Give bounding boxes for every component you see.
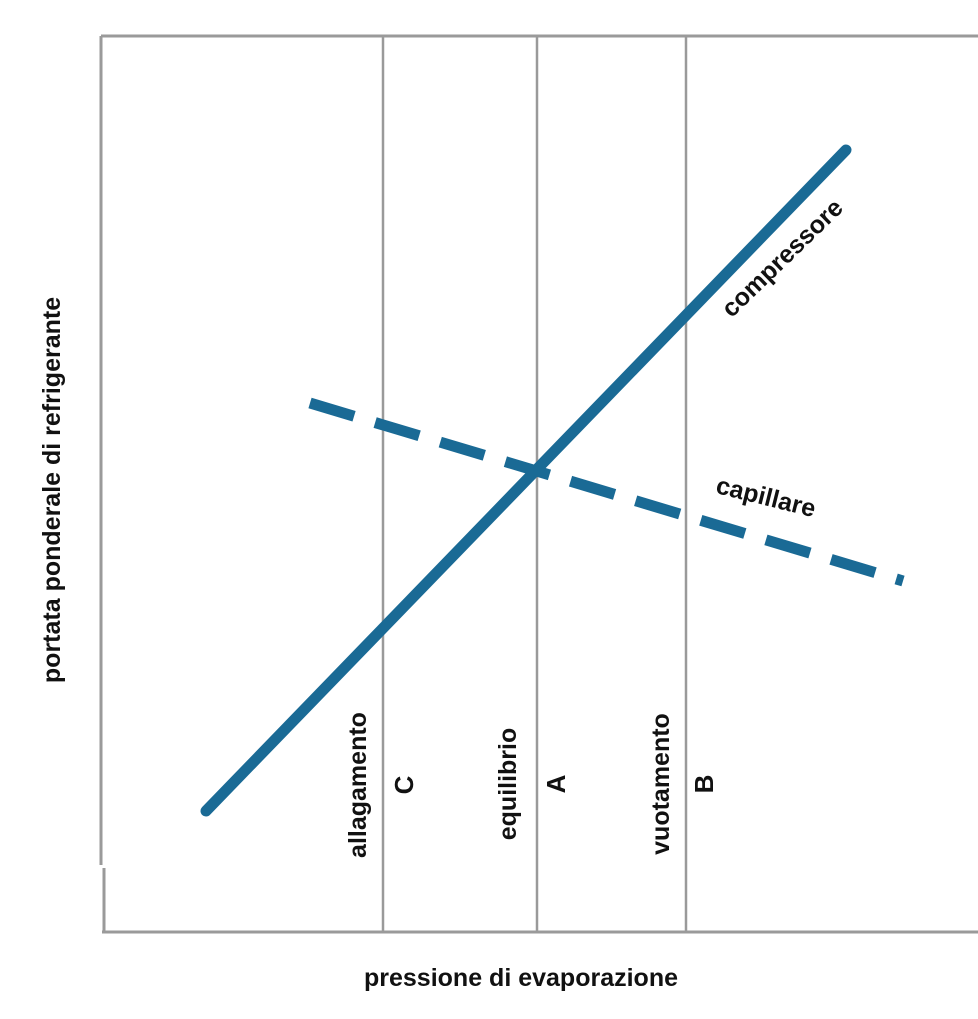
state-letter-B: B: [689, 775, 719, 794]
state-label-C: allagamento: [344, 712, 372, 858]
state-letter-A: A: [541, 774, 571, 793]
capillare-label: capillare: [713, 471, 818, 523]
compressore-curve: [200, 144, 852, 817]
state-letter-C: C: [389, 775, 419, 794]
frame: [99, 34, 978, 934]
capillare-curve: [308, 397, 905, 587]
state-lines: [381, 36, 688, 932]
y-axis-label: portata ponderale di refrigerante: [38, 297, 66, 683]
state-label-B: vuotamento: [647, 713, 675, 855]
state-label-A: equilibrio: [494, 728, 522, 841]
x-axis-label: pressione di evaporazione: [364, 964, 678, 992]
